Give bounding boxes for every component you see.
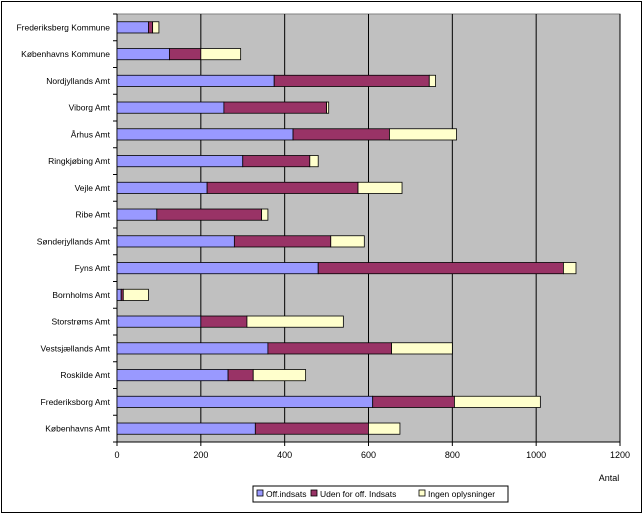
- bar-9-series-1: [317, 262, 564, 275]
- bar-1-series-2: [200, 48, 242, 61]
- bar-1-series-1: [168, 48, 202, 61]
- bar-3-series-2: [326, 101, 330, 114]
- bar-2-series-1: [273, 74, 430, 87]
- category-label-7: Ribe Amt: [76, 210, 111, 220]
- category-label-3: Viborg Amt: [69, 103, 111, 113]
- bar-11-series-2: [246, 315, 344, 328]
- category-label-9: Fyns Amt: [75, 263, 111, 273]
- bar-4-series-2: [389, 128, 457, 141]
- category-label-5: Ringkjøbing Amt: [48, 156, 111, 166]
- legend-swatch-1: [310, 489, 318, 497]
- category-label-4: Århus Amt: [71, 129, 111, 139]
- bar-6-series-1: [206, 181, 359, 194]
- bar-13-series-2: [252, 369, 307, 382]
- bar-0-series-1: [148, 21, 154, 34]
- bar-2-series-0: [116, 74, 275, 87]
- bar-2-series-2: [428, 74, 436, 87]
- tick-label-x-2: 400: [277, 450, 292, 460]
- bar-14-series-0: [116, 395, 374, 408]
- bar-5-series-1: [242, 155, 311, 168]
- legend-label-1: Uden for off. Indsats: [320, 489, 396, 499]
- tick-label-x-5: 1000: [526, 450, 546, 460]
- tick-label-x-4: 800: [445, 450, 460, 460]
- bar-8-series-1: [233, 235, 332, 248]
- bar-14-series-1: [372, 395, 455, 408]
- bar-4-series-1: [292, 128, 390, 141]
- bar-9-series-0: [116, 262, 319, 275]
- bar-12-series-2: [391, 342, 453, 355]
- bar-15-series-2: [368, 422, 401, 435]
- bar-12-series-1: [267, 342, 392, 355]
- bar-15-series-1: [254, 422, 369, 435]
- legend-swatch-2: [418, 489, 426, 497]
- x-axis-title: Antal: [599, 473, 620, 483]
- bar-10-series-2: [122, 288, 149, 301]
- legend-label-2: Ingen oplysninger: [428, 489, 495, 499]
- category-label-15: Københavns Amt: [45, 424, 110, 434]
- bar-5-series-0: [116, 155, 244, 168]
- bar-9-series-2: [563, 262, 577, 275]
- bar-6-series-2: [357, 181, 403, 194]
- bar-7-series-0: [116, 208, 158, 221]
- legend-label-0: Off.indsats: [266, 489, 306, 499]
- category-label-1: Københavns Kommune: [21, 49, 110, 59]
- bar-12-series-0: [116, 342, 269, 355]
- category-label-2: Nordjyllands Amt: [46, 76, 110, 86]
- category-label-8: Sønderjyllands Amt: [37, 236, 111, 246]
- bar-3-series-0: [116, 101, 225, 114]
- bar-0-series-0: [116, 21, 149, 34]
- tick-label-x-3: 600: [361, 450, 376, 460]
- category-label-0: Frederiksberg Kommune: [16, 22, 110, 32]
- tick-label-x-0: 0: [114, 450, 119, 460]
- bar-8-series-0: [116, 235, 235, 248]
- bar-8-series-2: [330, 235, 365, 248]
- bar-11-series-0: [116, 315, 202, 328]
- bar-5-series-2: [309, 155, 319, 168]
- tick-label-x-6: 1200: [610, 450, 630, 460]
- category-label-14: Frederiksborg Amt: [41, 397, 111, 407]
- category-label-10: Bornholms Amt: [52, 290, 110, 300]
- category-label-11: Storstrøms Amt: [51, 317, 110, 327]
- bar-6-series-0: [116, 181, 208, 194]
- bar-0-series-2: [152, 21, 160, 34]
- category-label-13: Roskilde Amt: [60, 370, 110, 380]
- bar-4-series-0: [116, 128, 294, 141]
- tick-label-x-1: 200: [193, 450, 208, 460]
- bar-13-series-1: [227, 369, 254, 382]
- bar-10-series-0: [116, 288, 122, 301]
- bar-7-series-2: [261, 208, 269, 221]
- bar-13-series-0: [116, 369, 229, 382]
- legend-swatch-0: [256, 489, 264, 497]
- bar-11-series-1: [200, 315, 248, 328]
- category-label-12: Vestsjællands Amt: [41, 343, 111, 353]
- bar-14-series-2: [454, 395, 541, 408]
- bar-7-series-1: [156, 208, 263, 221]
- bar-3-series-1: [223, 101, 327, 114]
- category-label-6: Vejle Amt: [75, 183, 111, 193]
- bar-15-series-0: [116, 422, 256, 435]
- bar-1-series-0: [116, 48, 170, 61]
